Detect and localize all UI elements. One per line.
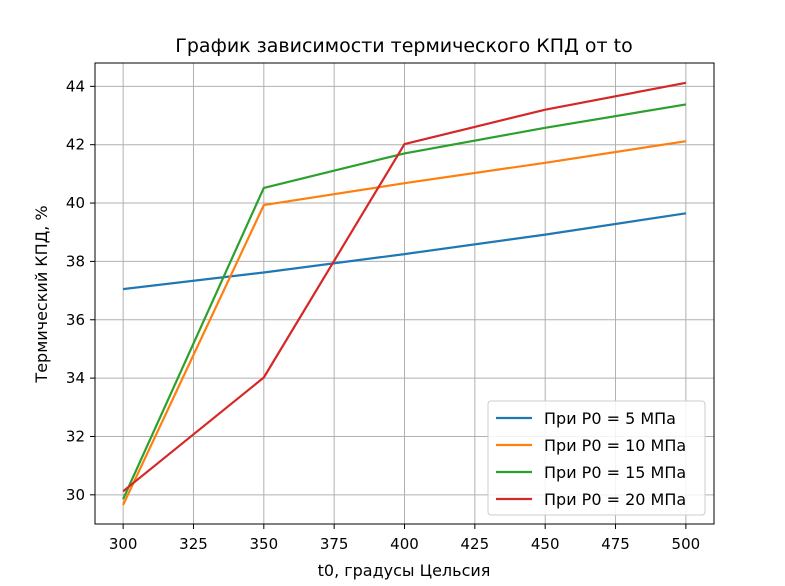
legend-label: При P0 = 5 МПа	[544, 409, 676, 428]
series-line-3	[122, 103, 687, 500]
legend-box	[487, 400, 706, 516]
x-tick-label: 500	[672, 535, 701, 553]
y-tick-label: 36	[66, 311, 85, 329]
series-line-1	[122, 212, 687, 291]
y-tick-label: 42	[66, 136, 85, 154]
legend-label: При P0 = 15 МПа	[544, 463, 686, 482]
x-tick-label: 325	[179, 535, 208, 553]
axis-ticks: 300 325 350 375 400 425 450 475 500 30 32 34 36 38 40 4…	[66, 77, 700, 553]
y-tick-label: 44	[66, 77, 85, 95]
y-tick-label: 30	[66, 486, 85, 504]
x-tick-label: 475	[601, 535, 630, 553]
legend: При P0 = 5 МПа При P0 = 10 МПа При P0 = 15…	[487, 400, 706, 516]
x-tick-label: 450	[531, 535, 560, 553]
x-tick-label: 300	[109, 535, 138, 553]
x-tick-label: 400	[390, 535, 419, 553]
x-tick-label: 375	[320, 535, 349, 553]
y-tick-label: 38	[66, 252, 85, 270]
series-line-2	[122, 140, 687, 506]
legend-label: При P0 = 20 МПа	[544, 490, 686, 509]
y-tick-label: 40	[66, 194, 85, 212]
y-tick-label: 32	[66, 427, 85, 445]
x-tick-label: 350	[249, 535, 278, 553]
legend-label: При P0 = 10 МПа	[544, 436, 686, 455]
x-axis-label: t0, градусы Цельсия	[318, 561, 491, 580]
series-line-4	[122, 81, 687, 493]
y-axis-label: Термический КПД, %	[32, 205, 51, 383]
series-lines	[122, 81, 687, 506]
chart-title: График зависимости термического КПД от t…	[175, 35, 632, 57]
y-tick-label: 34	[66, 369, 85, 387]
x-tick-label: 425	[461, 535, 490, 553]
